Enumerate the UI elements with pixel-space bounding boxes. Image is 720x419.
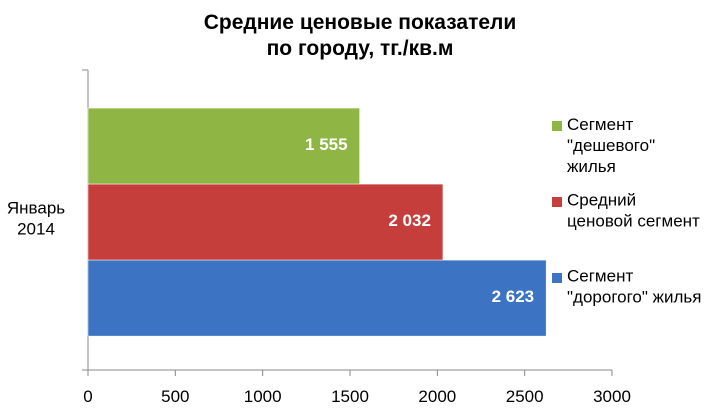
x-tick-label: 0 [83,387,92,406]
x-tick-label: 2500 [506,387,544,406]
legend-label: Сегмент "дорогого" жилья [567,267,702,307]
legend-swatch [552,273,562,283]
bar [87,183,444,261]
x-tick-label: 2000 [418,387,456,406]
legend-swatch [552,121,562,131]
value-label: 2 623 [492,288,535,307]
x-tick-label: 500 [161,387,189,406]
x-tick-label: 3000 [593,387,631,406]
chart-title: Средние ценовые показатели по городу, тг.… [204,11,517,60]
y-tick-label: Январь 2014 [7,199,65,239]
legend-label: Сегмент "дешевого" жилья [567,115,655,176]
value-label: 1 555 [305,136,348,155]
bar [87,107,360,185]
legend-swatch [552,197,562,207]
legend-label: Средний ценовой сегмент [567,191,700,231]
bar [87,259,547,337]
x-tick-label: 1000 [244,387,282,406]
value-label: 2 032 [388,212,431,231]
x-tick-label: 1500 [331,387,369,406]
